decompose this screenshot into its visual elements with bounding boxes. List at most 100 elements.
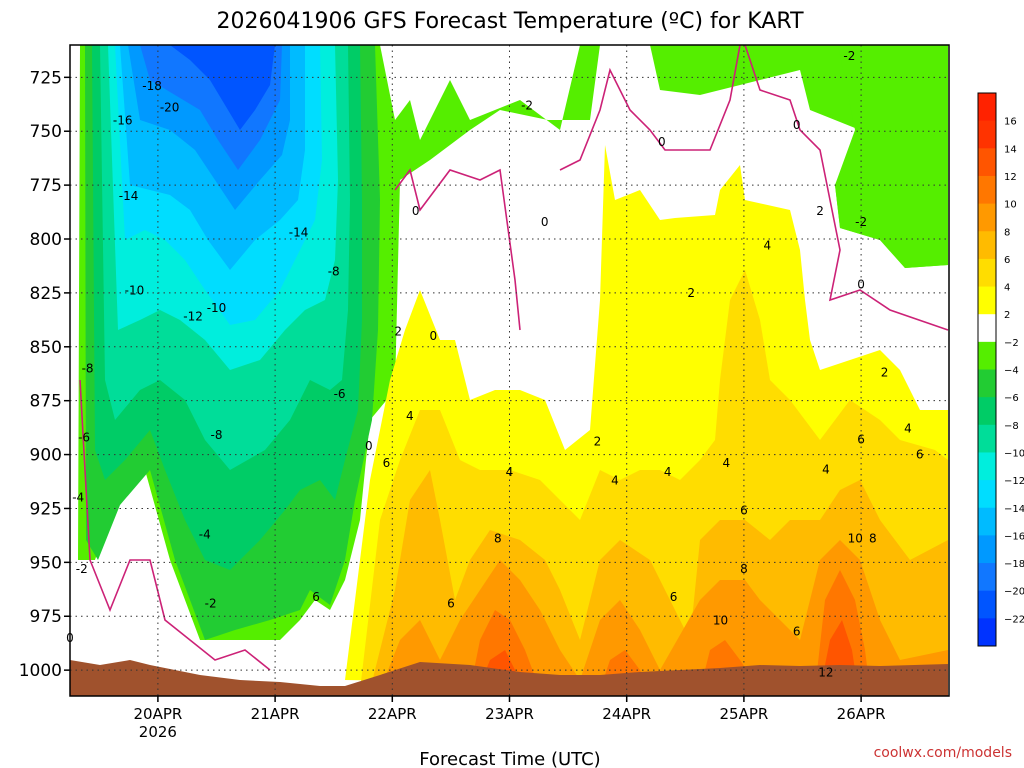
contour-label: 6 (447, 596, 455, 610)
colorbar-swatch (978, 175, 996, 205)
colorbar-label: −4 (1004, 366, 1019, 377)
contour-label: 6 (793, 624, 801, 638)
colorbar-swatch (978, 507, 996, 536)
contour-label: 0 (365, 439, 373, 453)
x-tick-label: 26APR (837, 705, 886, 723)
colorbar-label: −10 (1004, 448, 1024, 459)
contour-label: 0 (429, 329, 437, 343)
colorbar-label: −20 (1004, 587, 1024, 598)
colorbar-label: 4 (1004, 283, 1010, 294)
y-tick-label: 825 (30, 284, 62, 304)
colorbar-frame (977, 92, 997, 647)
y-tick-label: 850 (30, 338, 62, 358)
contour-label: 4 (406, 409, 414, 423)
contour-label: 4 (611, 473, 619, 487)
y-tick-label: 775 (30, 176, 62, 196)
colorbar-swatch (978, 120, 996, 149)
contour-label: 0 (857, 277, 865, 291)
y-tick-label: 900 (30, 446, 62, 466)
colorbar-swatch (978, 203, 996, 232)
x-tick-sublabel: 2026 (139, 723, 177, 741)
colorbar-label: −18 (1004, 559, 1024, 570)
y-tick-label: 1000 (19, 661, 62, 681)
contour-label: 6 (740, 504, 748, 518)
x-tick-label: 21APR (251, 705, 300, 723)
region-minus2-right (835, 45, 948, 268)
contour-label: 4 (664, 465, 672, 479)
contour-label: -4 (199, 527, 211, 541)
colorbar-label: −2 (1004, 338, 1019, 349)
colorbar-swatch (978, 397, 996, 426)
contour-label: 8 (494, 532, 502, 546)
region-minus20 (170, 45, 275, 130)
colorbar-label: −8 (1004, 421, 1019, 432)
credit: coolwx.com/models (874, 745, 1012, 761)
colorbar-swatch (978, 93, 996, 122)
colorbar-swatch (978, 314, 996, 343)
contour-label: 4 (764, 238, 772, 252)
contour-label: -12 (183, 310, 203, 324)
contour-label: 0 (658, 135, 666, 149)
y-tick-label: 950 (30, 553, 62, 573)
y-axis-ticks: 725 750 775 800 825 850 875 900 925 950 975 1000 (19, 68, 70, 681)
contour-label: 10 (713, 614, 728, 628)
contour-label: 10 (848, 532, 863, 546)
colorbar-swatch (978, 480, 996, 509)
y-tick-label: 925 (30, 499, 62, 519)
contour-label: 6 (916, 448, 924, 462)
contour-label: 8 (869, 532, 877, 546)
contour-label: -18 (142, 79, 162, 93)
contour-label: 4 (506, 465, 514, 479)
colorbar-swatch (978, 452, 996, 481)
colorbar-swatch (978, 286, 996, 315)
x-tick-label: 22APR (368, 705, 417, 723)
contour-label: -14 (119, 189, 139, 203)
colorbar-label: −14 (1004, 504, 1024, 515)
colorbar-swatch (978, 231, 996, 260)
contour-label: 2 (687, 286, 695, 300)
colorbar-swatch (978, 258, 996, 288)
colorbar-label: −22 (1004, 614, 1024, 625)
colorbar-label: −16 (1004, 531, 1024, 542)
contour-label: 12 (818, 665, 833, 679)
colorbar-label: 14 (1004, 144, 1017, 155)
x-tick-label: 23APR (485, 705, 534, 723)
contour-label: 2 (594, 435, 602, 449)
colorbar-swatch (978, 535, 996, 564)
colorbar-label: −12 (1004, 476, 1024, 487)
contour-label: -4 (72, 491, 84, 505)
y-tick-label: 750 (30, 122, 62, 142)
contour-label: -2 (521, 98, 533, 112)
contour-label: 0 (412, 204, 420, 218)
y-tick-label: 725 (30, 68, 62, 88)
contour-label: 8 (740, 562, 748, 576)
contour-label: 6 (857, 432, 865, 446)
contour-label: -10 (207, 301, 227, 315)
colorbar-label: 8 (1004, 227, 1010, 238)
contour-label: -6 (334, 387, 346, 401)
gridlines (70, 45, 949, 696)
colorbar-swatch (978, 424, 996, 453)
contour-label: -8 (328, 264, 340, 278)
contour-label: 4 (822, 463, 830, 477)
colorbar-swatch (978, 563, 996, 592)
contour-label: -20 (160, 101, 180, 115)
colorbar-label: 6 (1004, 255, 1010, 266)
colorbar-swatch (978, 369, 996, 398)
contour-label: -8 (211, 428, 223, 442)
contour-labels: -18-20-16-14-14-10-12-10-8-8-6-6 -8-4-4-2… (66, 49, 923, 680)
colorbar-swatch (978, 618, 996, 647)
x-tick-label: 20APR (133, 705, 182, 723)
contour-label: 0 (541, 215, 549, 229)
plot-area (70, 45, 949, 696)
contour-label: -2 (76, 562, 88, 576)
colorbar-swatch (978, 590, 996, 619)
contour-label: -16 (113, 113, 133, 127)
contour-label: -14 (289, 226, 309, 240)
contour-label: 2 (394, 325, 402, 339)
contour-label: 2 (816, 204, 824, 218)
y-tick-label: 975 (30, 607, 62, 627)
contour-label: -10 (125, 284, 145, 298)
colorbar: 16 14 12 10 8 6 4 2 −2 −4 −6 −8 −10 −12 −14 −16 −18 −20 −2… (977, 92, 1024, 647)
